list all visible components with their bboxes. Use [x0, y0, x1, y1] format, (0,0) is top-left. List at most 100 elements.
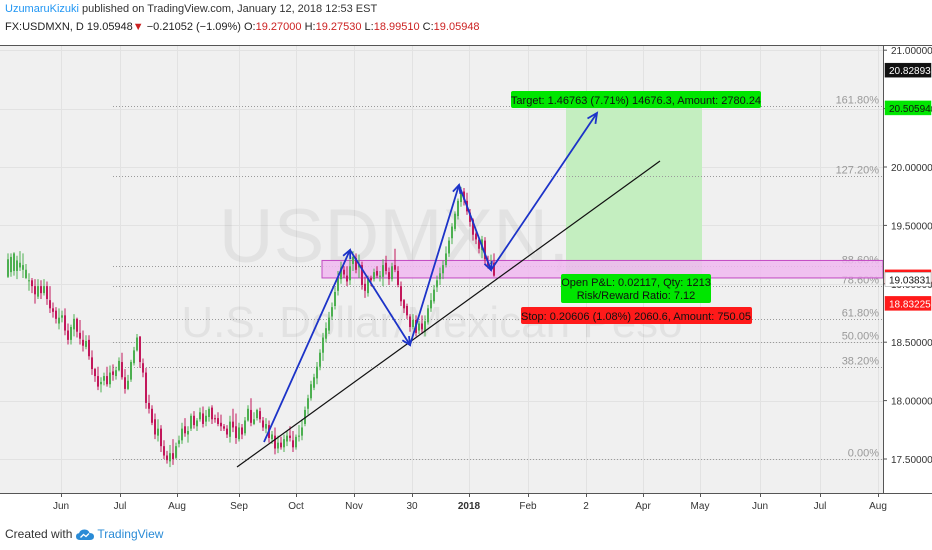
time-tick-label: Nov — [345, 501, 363, 512]
candle-body — [367, 279, 369, 294]
candle-body — [406, 305, 408, 316]
candle-body — [130, 362, 132, 380]
candle-body — [172, 453, 174, 459]
price-label-text: 20.82893 — [889, 66, 931, 77]
candle-body — [127, 380, 129, 389]
candle-body — [43, 286, 45, 294]
risk-reward-label: Risk/Reward Ratio: 7.12 — [577, 290, 696, 302]
open-pnl-box — [561, 274, 711, 303]
price-axis[interactable] — [883, 45, 932, 493]
candle-body — [163, 446, 165, 456]
price-tick-label: 18.00000 — [891, 397, 932, 408]
support-trendline[interactable] — [236, 160, 661, 468]
candle-body — [370, 277, 372, 281]
candle-body — [229, 421, 231, 437]
candle-body — [445, 253, 447, 266]
candle-body — [112, 371, 114, 375]
time-tick-label: 2 — [583, 501, 589, 512]
candle-body — [109, 372, 111, 385]
candle-body — [211, 407, 213, 420]
candle-body — [73, 318, 75, 330]
candle-body — [463, 191, 465, 200]
candle-body — [373, 272, 375, 280]
candle-body — [250, 409, 252, 423]
fib-level-label: 50.00% — [842, 331, 880, 343]
time-tick-label: Sep — [230, 501, 248, 512]
price-label-badge — [884, 62, 932, 78]
candle-body — [202, 413, 204, 424]
candle-body — [187, 430, 189, 435]
time-tick-label: Oct — [288, 501, 304, 512]
candle-body — [355, 258, 357, 270]
candle-body — [205, 415, 207, 422]
candle-body — [214, 418, 216, 420]
fib-level-label: 161.80% — [836, 95, 880, 107]
time-tick-label: Aug — [168, 501, 186, 512]
candle-body — [346, 275, 348, 282]
candle-body — [400, 286, 402, 302]
candle-body — [190, 415, 192, 429]
close-label: C: — [422, 21, 434, 33]
candle-body — [145, 372, 147, 403]
candle-body — [382, 265, 384, 277]
fib-level-label: 127.20% — [836, 165, 880, 177]
tradingview-link[interactable]: TradingView — [97, 527, 164, 541]
fib-level-label: 38.20% — [842, 356, 880, 368]
candle-body — [394, 265, 396, 270]
candle-body — [223, 426, 225, 429]
time-tick-label: Aug — [869, 501, 887, 512]
candle-body — [184, 426, 186, 434]
arrow-head — [401, 335, 412, 347]
candle-body — [157, 428, 159, 436]
candle-body — [139, 336, 141, 363]
tradingview-cloud-icon — [76, 529, 95, 540]
candle-body — [295, 436, 297, 448]
candle-body — [151, 408, 153, 423]
price-label-text: 19.03831 — [889, 275, 931, 286]
symbol-label[interactable]: FX:USDMXN, D — [5, 21, 84, 33]
candle-body — [409, 316, 411, 328]
candle-body — [319, 352, 321, 367]
candle-body — [298, 435, 300, 437]
candle-body — [472, 219, 474, 235]
candle-body — [424, 321, 426, 332]
candle-body — [31, 280, 33, 287]
candle-body — [334, 291, 336, 306]
candle-body — [226, 428, 228, 435]
candle-body — [193, 415, 195, 426]
candle-body — [7, 259, 9, 277]
candle-body — [439, 273, 441, 280]
candle-body — [13, 253, 15, 271]
candle-body — [256, 409, 258, 419]
candle-body — [220, 422, 222, 427]
candle-body — [253, 419, 255, 424]
candle-body — [103, 376, 105, 381]
candle-body — [94, 369, 96, 377]
candle-body — [154, 419, 156, 435]
candle-body — [307, 398, 309, 409]
candle-body — [316, 366, 318, 379]
candle-body — [79, 332, 81, 339]
candle-body — [91, 357, 93, 370]
stop-label: Stop: 0.20606 (1.08%) 2060.6, Amount: 75… — [521, 311, 751, 323]
candle-body — [310, 384, 312, 399]
candle-body — [67, 330, 69, 340]
candle-body — [82, 339, 84, 346]
candle-body — [217, 418, 219, 424]
candle-body — [100, 381, 102, 385]
author-link[interactable]: UzumaruKizuki — [5, 3, 79, 15]
publish-info: UzumaruKizuki published on TradingView.c… — [5, 3, 377, 15]
open-label: O: — [244, 21, 256, 33]
candle-body — [148, 402, 150, 409]
price-label-badge — [884, 272, 932, 287]
candle-body — [322, 337, 324, 353]
candle-body — [247, 408, 249, 421]
candle-body — [58, 317, 60, 324]
candle-body — [10, 256, 12, 273]
abcd-pattern-path[interactable] — [263, 112, 598, 443]
candle-body — [286, 435, 288, 442]
candle-body — [283, 439, 285, 448]
candle-body — [61, 315, 63, 318]
candle-body — [361, 265, 363, 285]
